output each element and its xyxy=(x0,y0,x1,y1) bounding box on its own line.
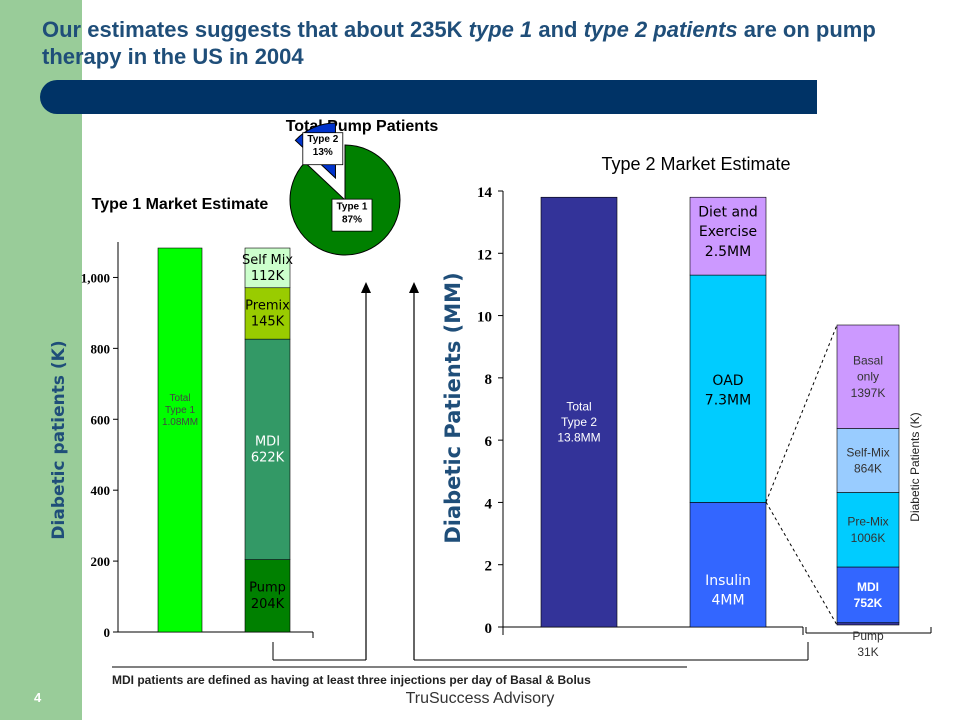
zoom-connector-upper xyxy=(765,324,838,503)
type2-chart-title: Type 2 Market Estimate xyxy=(601,154,790,174)
type2-y-tick-label: 14 xyxy=(477,185,493,201)
type1-y-tick-label: 1,000 xyxy=(81,270,110,285)
insulin-pump-label: Pump 31K xyxy=(852,629,884,659)
type1-segment-label: Premix 145K xyxy=(245,298,290,329)
type2-y-tick-label: 12 xyxy=(477,247,492,263)
type2-bar-segment xyxy=(540,196,618,628)
insulin-breakdown-label: Pre-Mix 1006K xyxy=(847,515,888,545)
type1-y-tick-label: 600 xyxy=(91,412,111,427)
type1-y-tick-label: 800 xyxy=(91,341,111,356)
type1-bar-segment xyxy=(244,247,291,289)
insulin-breakdown-segment xyxy=(836,622,900,626)
mdi-definition-footnote: MDI patients are defined as having at le… xyxy=(112,673,591,687)
type2-bar-segment xyxy=(689,274,767,503)
insulin-breakdown-label: MDI 752K xyxy=(854,580,883,610)
insulin-breakdown-segment xyxy=(836,566,900,624)
type1-segment-label: Self Mix 112K xyxy=(242,253,293,284)
title-banner-bar xyxy=(40,80,817,114)
type2-bar-segment xyxy=(689,196,767,276)
type1-chart-title: Type 1 Market Estimate xyxy=(92,196,269,213)
type2-segment-label: Insulin 4MM xyxy=(705,573,751,609)
type2-segment-label: Diet and Exercise 2.5MM xyxy=(698,205,758,260)
pump-pie-slice-label: Type 2 13% xyxy=(307,134,338,158)
type2-y-tick-label: 6 xyxy=(485,434,493,450)
type2-y-tick-label: 0 xyxy=(485,621,493,637)
type1-y-tick-label: 200 xyxy=(91,554,111,569)
type1-segment-label: Pump 204K xyxy=(249,581,286,612)
footer-company-name: TruSuccess Advisory xyxy=(405,690,555,707)
insulin-breakdown-label: Self-Mix 864K xyxy=(846,445,889,475)
type2-segment-label: OAD 7.3MM xyxy=(705,373,751,409)
pump-pie-slice-label: Type 1 87% xyxy=(337,202,368,226)
type1-y-tick-label: 0 xyxy=(104,625,111,640)
type1-total-bar-label: Total Type 1 1.08MM xyxy=(162,393,198,428)
pump-pie-label-box xyxy=(302,132,344,166)
type1-y-axis-label: Diabetic patients (K) xyxy=(49,340,69,539)
insulin-breakdown-segment xyxy=(836,428,900,493)
type1-segment-label: MDI 622K xyxy=(251,434,285,465)
zoom-connector-lower xyxy=(765,501,838,626)
type1-y-tick-label: 400 xyxy=(91,483,111,498)
type2-y-tick-label: 8 xyxy=(485,372,493,388)
page-number: 4 xyxy=(34,690,42,705)
pie-callout-arrow-head xyxy=(361,282,371,293)
insulin-breakdown-y-label: Diabetic Patients (K) xyxy=(908,412,922,521)
type1-bar-segment xyxy=(244,287,291,340)
insulin-breakdown-label: Basal only 1397K xyxy=(851,354,886,400)
insulin-breakdown-segment xyxy=(836,492,900,568)
type2-y-tick-label: 4 xyxy=(485,496,493,512)
insulin-breakdown-segment xyxy=(836,324,900,429)
type2-y-tick-label: 10 xyxy=(477,310,492,326)
type1-bar-segment xyxy=(244,559,291,633)
type2-bar-segment xyxy=(689,502,767,628)
type2-y-tick-label: 2 xyxy=(485,559,493,575)
type2-y-axis-label: Diabetic Patients (MM) xyxy=(441,272,465,543)
type1-bar-segment xyxy=(157,247,203,633)
type2-total-bar-label: Total Type 2 13.8MM xyxy=(557,399,600,444)
left-sidebar-band xyxy=(0,0,82,720)
pie-callout-arrow-head xyxy=(409,282,419,293)
slide-title: Our estimates suggests that about 235K t… xyxy=(42,17,876,69)
pump-pie-label-box xyxy=(331,198,373,232)
type1-bar-segment xyxy=(244,338,291,560)
